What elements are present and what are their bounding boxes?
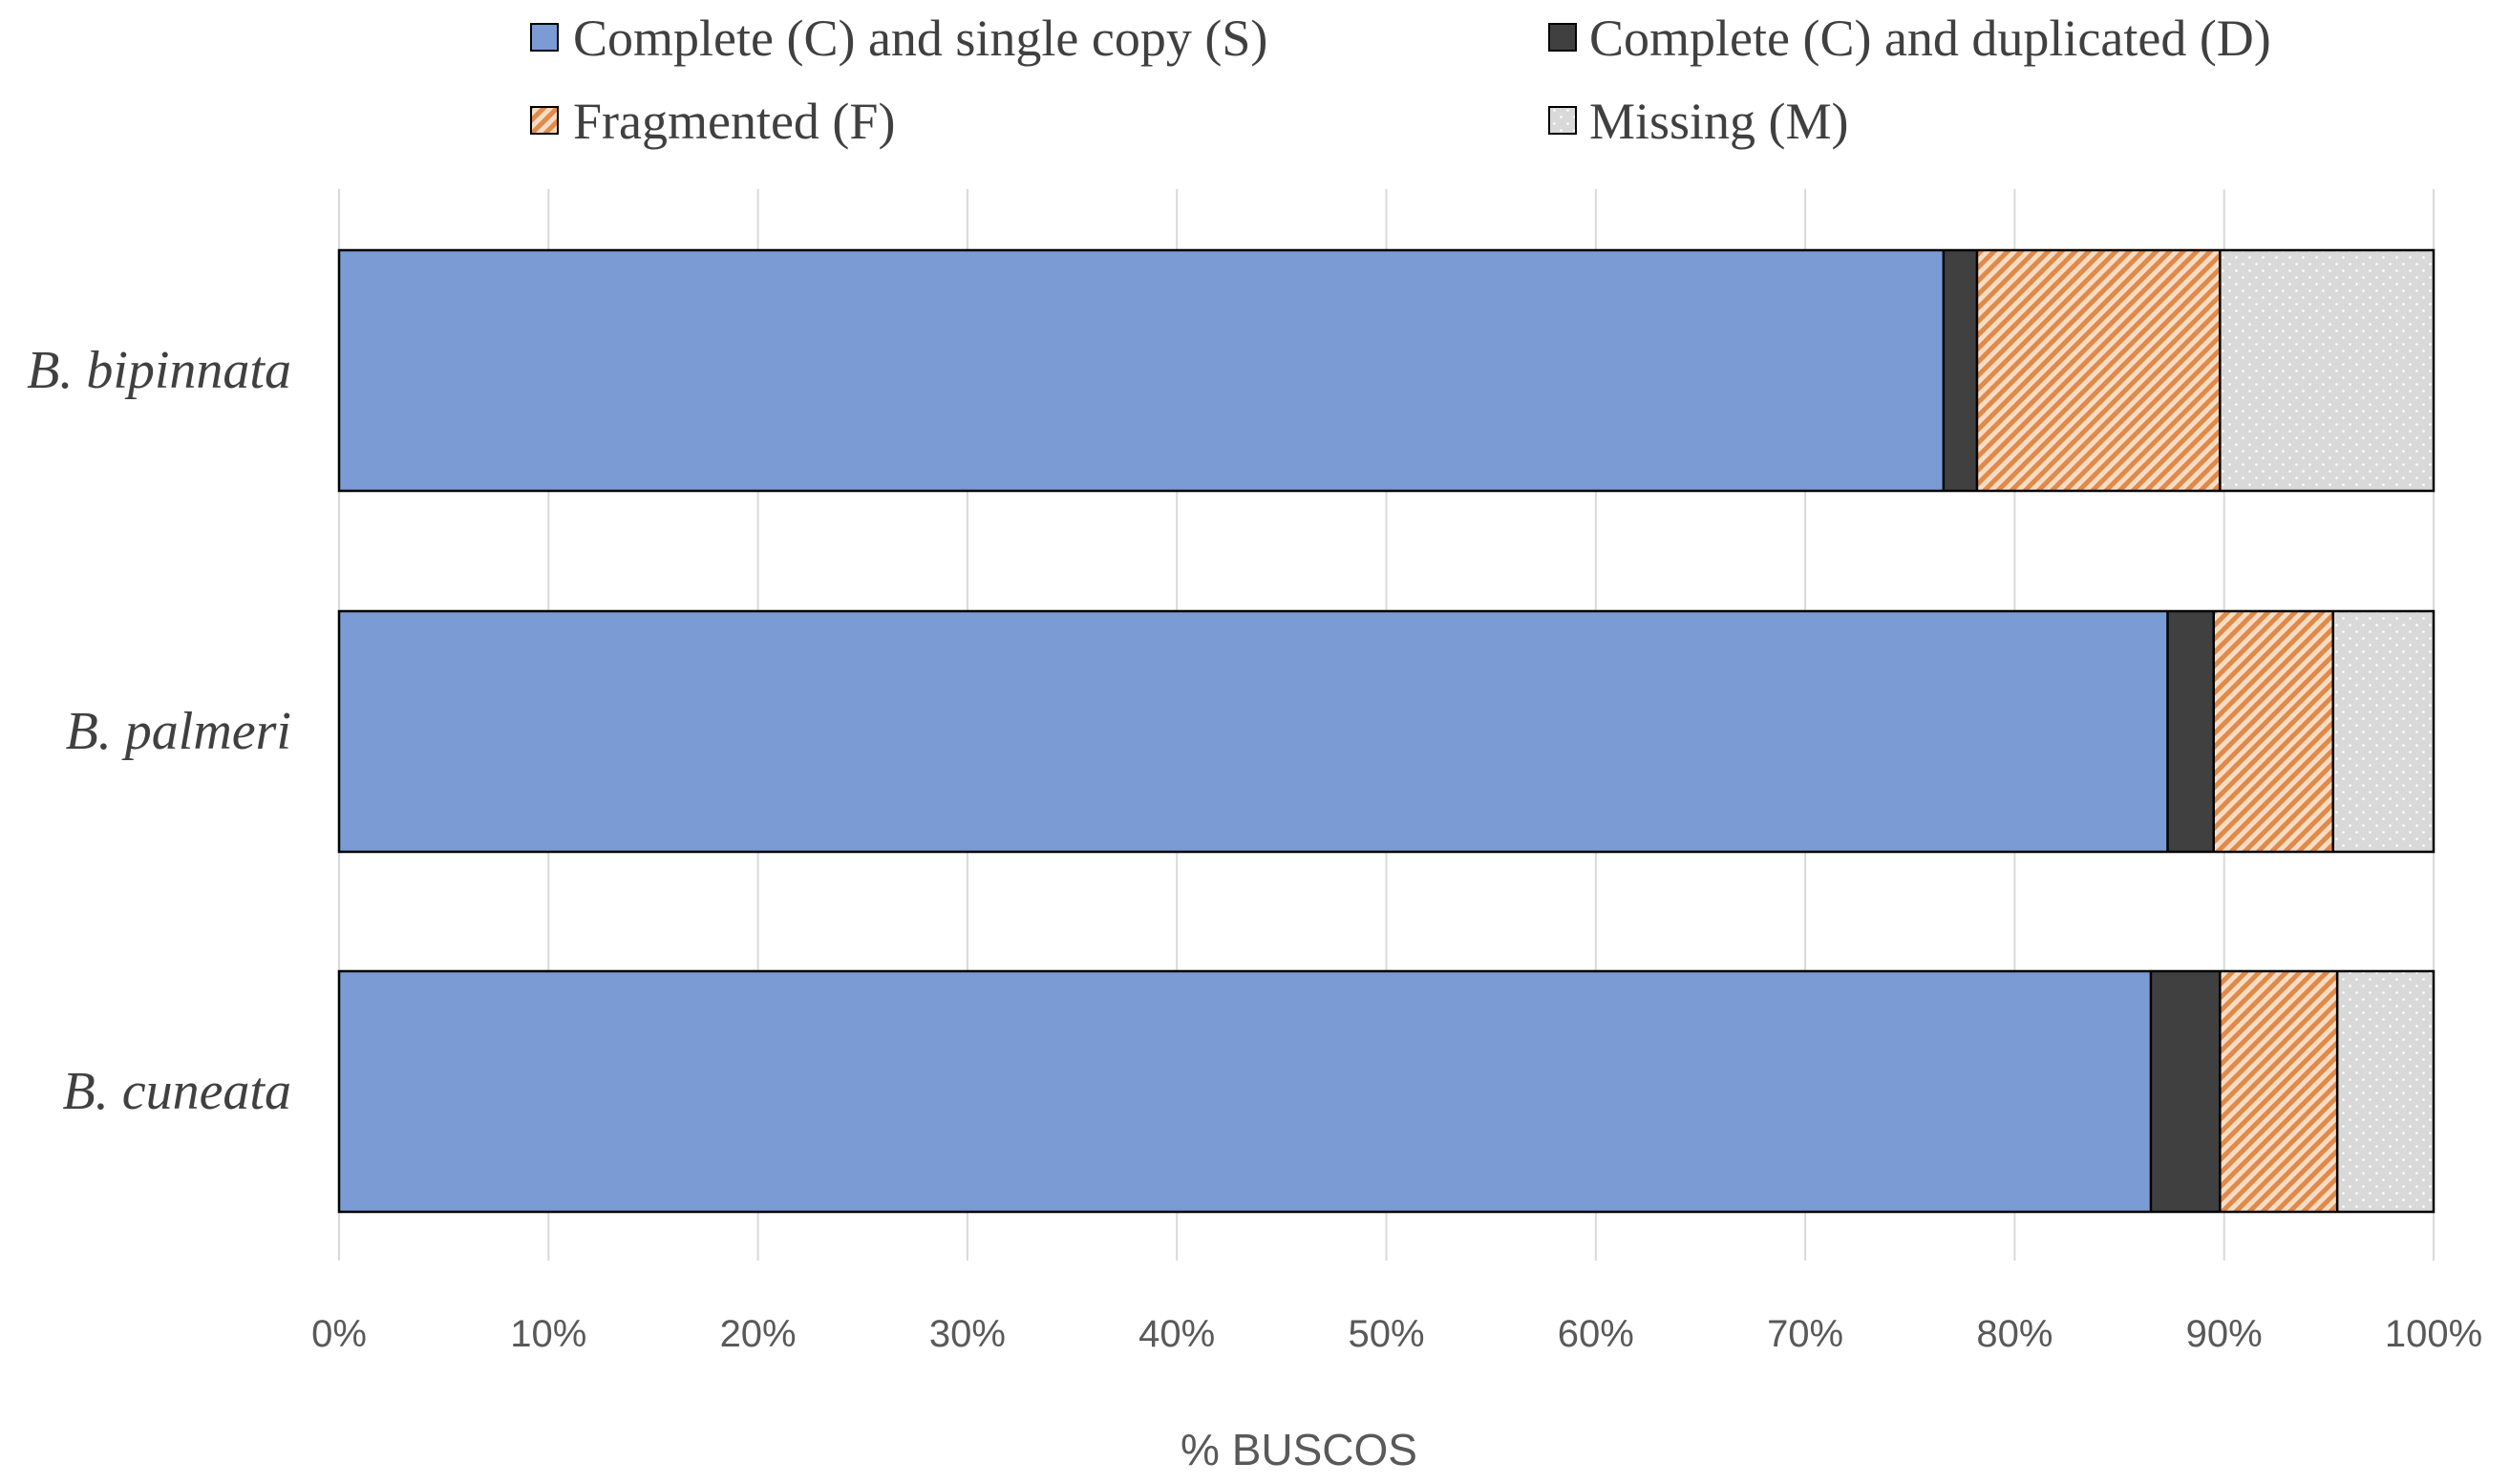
legend-swatch-single-copy bbox=[530, 23, 559, 52]
legend-item-missing[interactable]: Missing (M) bbox=[1548, 93, 1849, 150]
legend-label-single-copy: Complete (C) and single copy (S) bbox=[573, 10, 1267, 67]
category-label: B. bipinnata bbox=[27, 341, 291, 400]
category-label: B. palmeri bbox=[66, 702, 291, 761]
bar-segment-m[interactable] bbox=[2337, 971, 2434, 1212]
legend-item-fragmented[interactable]: Fragmented (F) bbox=[530, 93, 895, 150]
x-tick-labels: 0% 10% 20% 30% 40% 50% 60% 70% 80% 90% 100% bbox=[311, 1313, 2482, 1355]
bar-segment-f[interactable] bbox=[2220, 971, 2338, 1212]
bar-segment-d[interactable] bbox=[2167, 611, 2214, 852]
legend-item-single-copy[interactable]: Complete (C) and single copy (S) bbox=[530, 10, 1267, 67]
legend-label-duplicated: Complete (C) and duplicated (D) bbox=[1589, 10, 2271, 67]
bar-outline bbox=[337, 609, 2436, 854]
x-tick-label: 50% bbox=[1348, 1313, 1424, 1355]
bar-segment-m[interactable] bbox=[2220, 250, 2434, 491]
bar-segment-s[interactable] bbox=[339, 250, 1944, 491]
legend-swatch-fragmented bbox=[530, 106, 559, 135]
bar-segment-s[interactable] bbox=[339, 971, 2151, 1212]
bar-segment-f[interactable] bbox=[2213, 611, 2333, 852]
x-tick-label: 100% bbox=[2385, 1313, 2482, 1355]
bar-segment-d[interactable] bbox=[2150, 971, 2221, 1212]
x-tick-label: 10% bbox=[510, 1313, 586, 1355]
legend-label-fragmented: Fragmented (F) bbox=[573, 93, 895, 150]
bar-outline bbox=[337, 969, 2436, 1214]
bar-segment-m[interactable] bbox=[2332, 611, 2434, 852]
x-tick-label: 30% bbox=[929, 1313, 1006, 1355]
x-tick-label: 90% bbox=[2186, 1313, 2263, 1355]
x-tick-label: 20% bbox=[720, 1313, 797, 1355]
x-tick-label: 0% bbox=[311, 1313, 367, 1355]
category-labels: B. bipinnata B. palmeri B. cuneata bbox=[27, 341, 291, 1121]
bar-segment-f[interactable] bbox=[1976, 250, 2221, 491]
bars bbox=[337, 248, 2436, 1214]
bar-segment-d[interactable] bbox=[1943, 250, 1977, 491]
legend-item-duplicated[interactable]: Complete (C) and duplicated (D) bbox=[1548, 10, 2271, 67]
bar-outline bbox=[337, 248, 2436, 493]
legend-swatch-missing bbox=[1548, 106, 1577, 135]
x-tick-label: 80% bbox=[1976, 1313, 2053, 1355]
legend-swatch-duplicated bbox=[1548, 23, 1577, 52]
x-axis-title: % BUSCOS bbox=[1181, 1425, 1417, 1474]
x-tick-label: 40% bbox=[1138, 1313, 1215, 1355]
legend-label-missing: Missing (M) bbox=[1589, 93, 1849, 150]
bar-segment-s[interactable] bbox=[339, 611, 2168, 852]
legend: Complete (C) and single copy (S) Complet… bbox=[530, 10, 2271, 150]
x-tick-label: 60% bbox=[1558, 1313, 1634, 1355]
x-tick-label: 70% bbox=[1767, 1313, 1843, 1355]
category-label: B. cuneata bbox=[63, 1062, 291, 1121]
